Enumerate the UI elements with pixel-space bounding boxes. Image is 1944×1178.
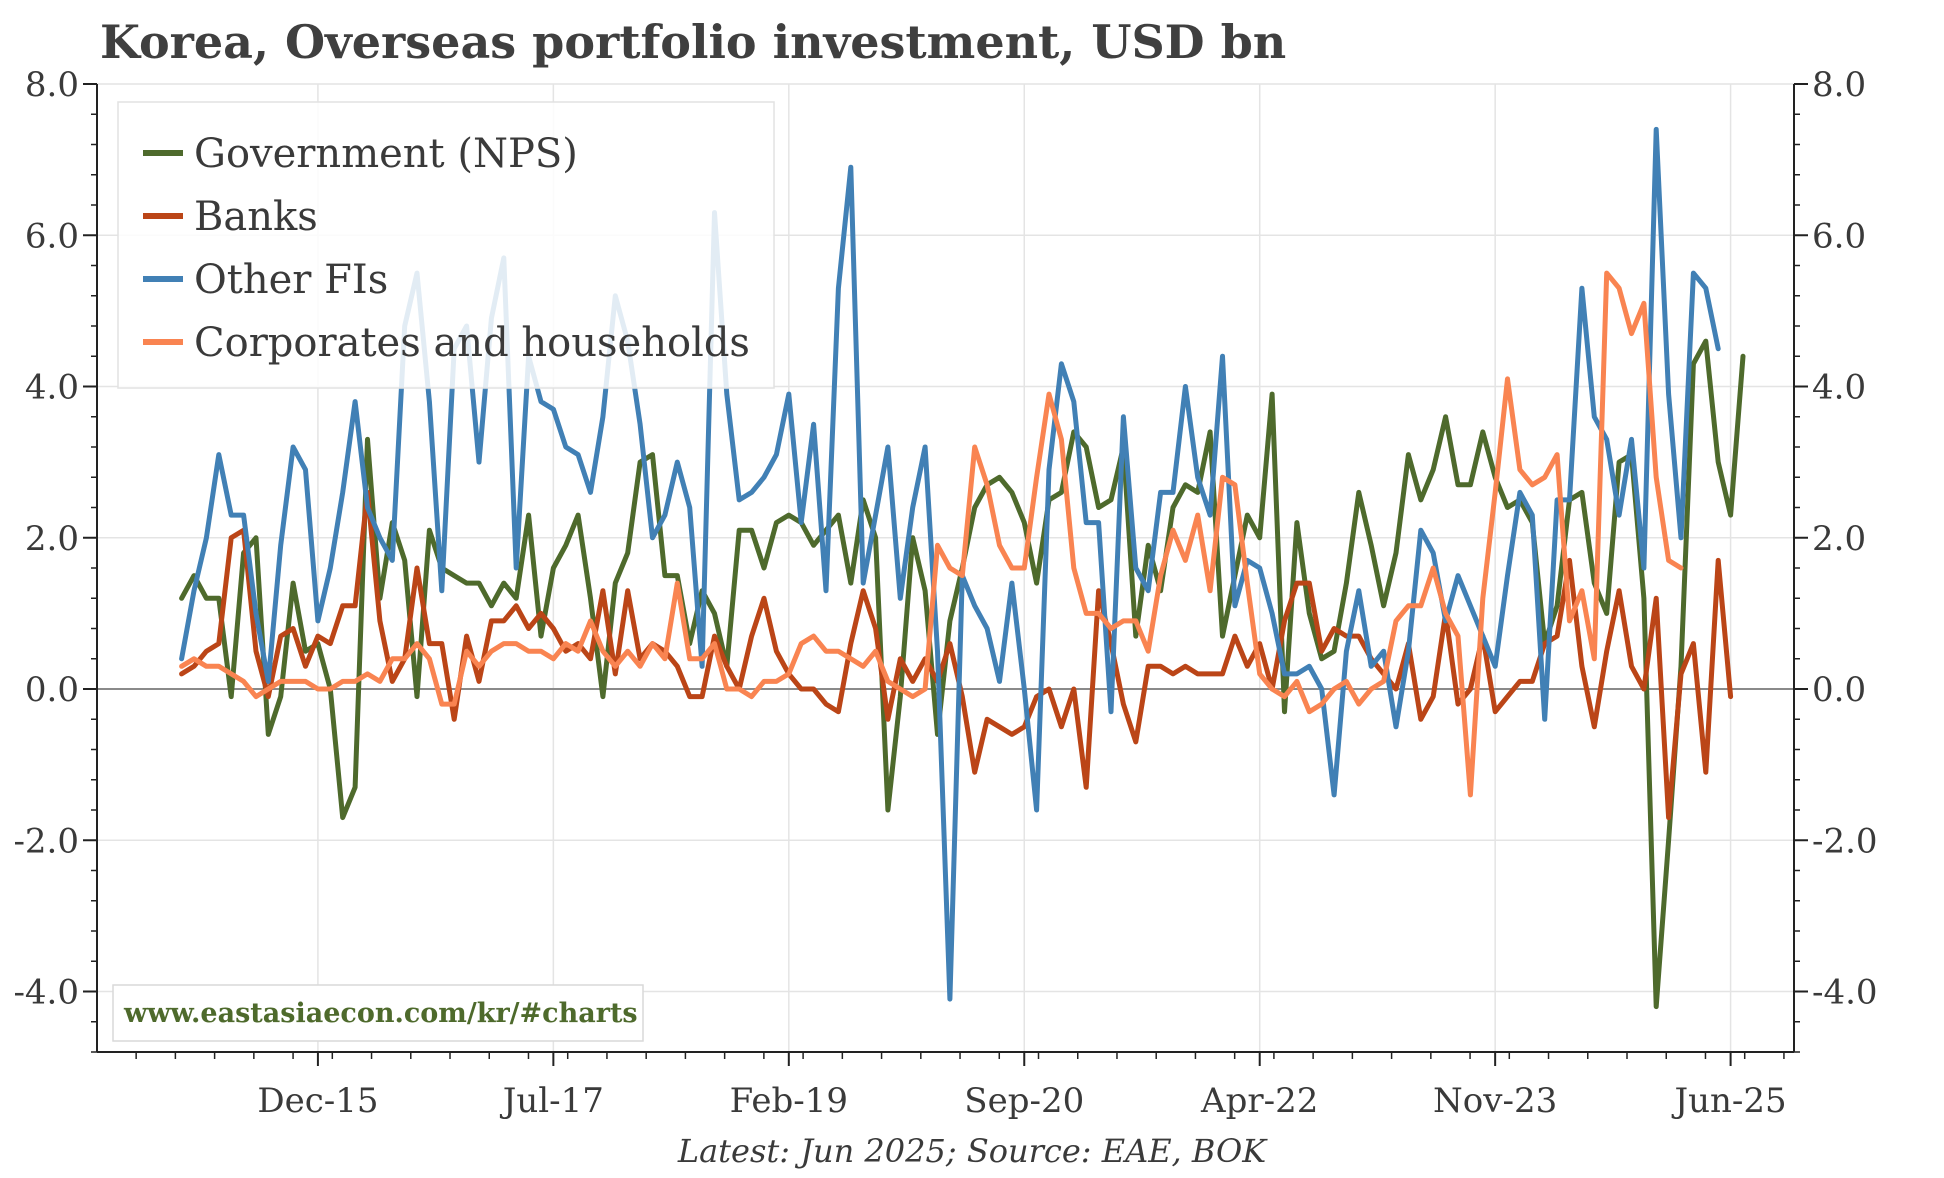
y-tick-label-left: -4.0: [13, 973, 79, 1013]
y-tick-label-right: -4.0: [1812, 973, 1878, 1013]
source-note: Latest: Jun 2025; Source: EAE, BOK: [677, 1132, 1268, 1170]
y-tick-label-right: 4.0: [1812, 368, 1866, 408]
legend-box: [117, 101, 775, 389]
series-line-2: [179, 489, 1734, 821]
legend-label: Corporates and households: [194, 320, 750, 366]
series-line-4: [179, 270, 1684, 798]
y-tick-label-right: 2.0: [1812, 519, 1866, 559]
y-tick-label-left: 2.0: [25, 519, 79, 559]
x-tick-label: Dec-15: [257, 1081, 378, 1121]
url-box-frame: [112, 984, 644, 1042]
y-tick-label-right: 8.0: [1812, 65, 1866, 105]
x-tick-label: Apr-22: [1200, 1081, 1318, 1121]
y-tick-label-left: 8.0: [25, 65, 79, 105]
legend-label: Government (NPS): [194, 131, 578, 177]
x-tick-label: Nov-23: [1433, 1081, 1557, 1121]
series-line-1: [179, 338, 1746, 1010]
x-tick-label: Jun-25: [1672, 1081, 1787, 1121]
y-tick-label-left: -2.0: [13, 821, 79, 861]
y-tick-label-right: -2.0: [1812, 821, 1878, 861]
series-lines: [179, 126, 1746, 1010]
y-tick-label-left: 0.0: [25, 670, 79, 710]
y-tick-label-right: 0.0: [1812, 670, 1866, 710]
url-box: www.eastasiaecon.com/kr/#charts: [112, 984, 644, 1042]
legend-label: Other FIs: [194, 257, 388, 303]
source-url: www.eastasiaecon.com/kr/#charts: [123, 998, 638, 1029]
y-tick-label-right: 6.0: [1812, 216, 1866, 256]
series-line-3: [179, 126, 1721, 1002]
x-tick-label: Sep-20: [964, 1081, 1084, 1121]
x-tick-label: Jul-17: [500, 1081, 604, 1121]
legend-label: Banks: [194, 194, 318, 240]
x-tick-label: Feb-19: [730, 1081, 848, 1121]
y-tick-label-left: 4.0: [25, 368, 79, 408]
legend: Government (NPS) Banks Other FIs Corporates…: [117, 101, 775, 389]
y-tick-label-left: 6.0: [25, 216, 79, 256]
chart-title: Korea, Overseas portfolio investment, US…: [100, 15, 1286, 69]
axes: 8.0 8.0 6.0 6.0 4.0 4.0 2.0 2.0 0.0 0.0 -2.0 -2.0 -4…: [13, 65, 1877, 1121]
